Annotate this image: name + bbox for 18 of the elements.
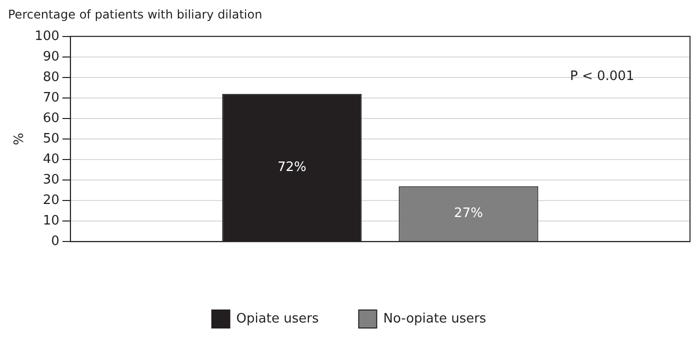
y-tick-label: 50 xyxy=(42,131,60,146)
y-tick-label: 10 xyxy=(42,213,60,228)
y-tick-label: 20 xyxy=(42,192,60,208)
legend-label: Opiate users xyxy=(236,311,319,326)
y-tick-label: 90 xyxy=(42,49,60,64)
y-tick-label: 80 xyxy=(42,70,60,85)
y-tick-label: 40 xyxy=(42,152,60,167)
chart-title: Percentage of patients with biliary dilation xyxy=(8,7,262,22)
y-tick-label: 70 xyxy=(42,90,60,106)
data-label: 27% xyxy=(454,206,483,222)
y-tick-label: 100 xyxy=(34,28,60,44)
y-tick-label: 30 xyxy=(42,172,60,188)
legend-label: No-opiate users xyxy=(383,311,486,326)
y-tick-label: 60 xyxy=(42,110,60,126)
annotation: P < 0.001 xyxy=(570,68,634,84)
data-label: 72% xyxy=(277,160,306,175)
y-tick-label: 0 xyxy=(51,234,60,249)
y-axis-title: % xyxy=(12,132,28,146)
